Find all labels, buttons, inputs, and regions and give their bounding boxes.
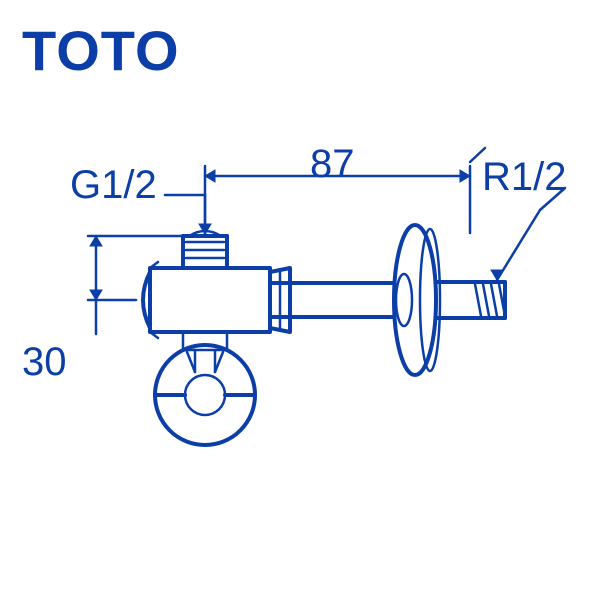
valve-line-drawing [0, 0, 600, 600]
diagram-canvas: TOTO G1/2 R1/2 87 30 [0, 0, 600, 600]
